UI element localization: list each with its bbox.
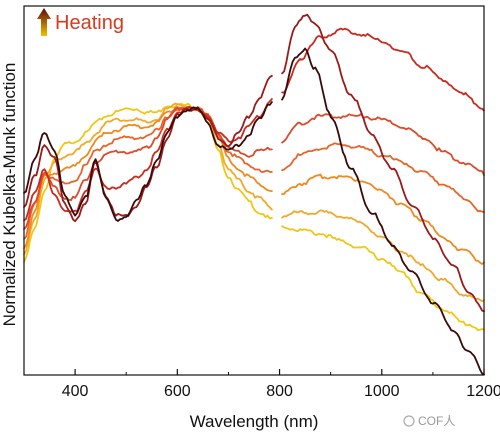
- series-5: [23, 107, 485, 231]
- series-6-line-2: [281, 27, 485, 112]
- series-4-line-1: [23, 106, 273, 240]
- series-1: [23, 102, 485, 331]
- series-3: [23, 106, 485, 265]
- series-5-line-1: [23, 107, 273, 231]
- series-6-line-1: [23, 98, 273, 222]
- x-tick-label-600: 600: [164, 383, 191, 400]
- heating-legend: Heating: [37, 8, 124, 36]
- ticks-layer: 400 600 800 1000 1200: [62, 369, 500, 400]
- series-8-line-2: [281, 47, 485, 376]
- series-3-line-2: [281, 173, 485, 265]
- series-7-line-1: [23, 74, 273, 223]
- series-3-line-1: [23, 106, 273, 249]
- legend-label: Heating: [55, 12, 124, 34]
- series-8: [23, 47, 485, 376]
- series-7-line-2: [281, 13, 485, 313]
- series-layer: [23, 13, 485, 376]
- x-tick-label-400: 400: [62, 383, 89, 400]
- plot-frame: [23, 5, 485, 376]
- series-6: [23, 27, 485, 222]
- watermark-icon: [403, 415, 415, 427]
- series-2: [23, 102, 485, 303]
- series-1-line-1: [23, 102, 273, 264]
- watermark: COF人: [403, 414, 455, 428]
- series-5-line-2: [281, 113, 485, 177]
- x-axis-title: Wavelength (nm): [190, 412, 319, 431]
- y-axis-title: Normalized Kubelka-Munk function: [0, 63, 19, 327]
- x-tick-label-800: 800: [266, 383, 293, 400]
- series-8-line-1: [23, 101, 273, 222]
- series-1-line-2: [281, 225, 485, 331]
- heating-arrow-icon: [37, 8, 51, 36]
- x-tick-label-1000: 1000: [364, 383, 400, 400]
- series-2-line-1: [23, 102, 273, 256]
- watermark-text: COF人: [418, 414, 455, 428]
- series-7: [23, 13, 485, 313]
- series-2-line-2: [281, 209, 485, 303]
- x-tick-label-1200: 1200: [466, 383, 500, 400]
